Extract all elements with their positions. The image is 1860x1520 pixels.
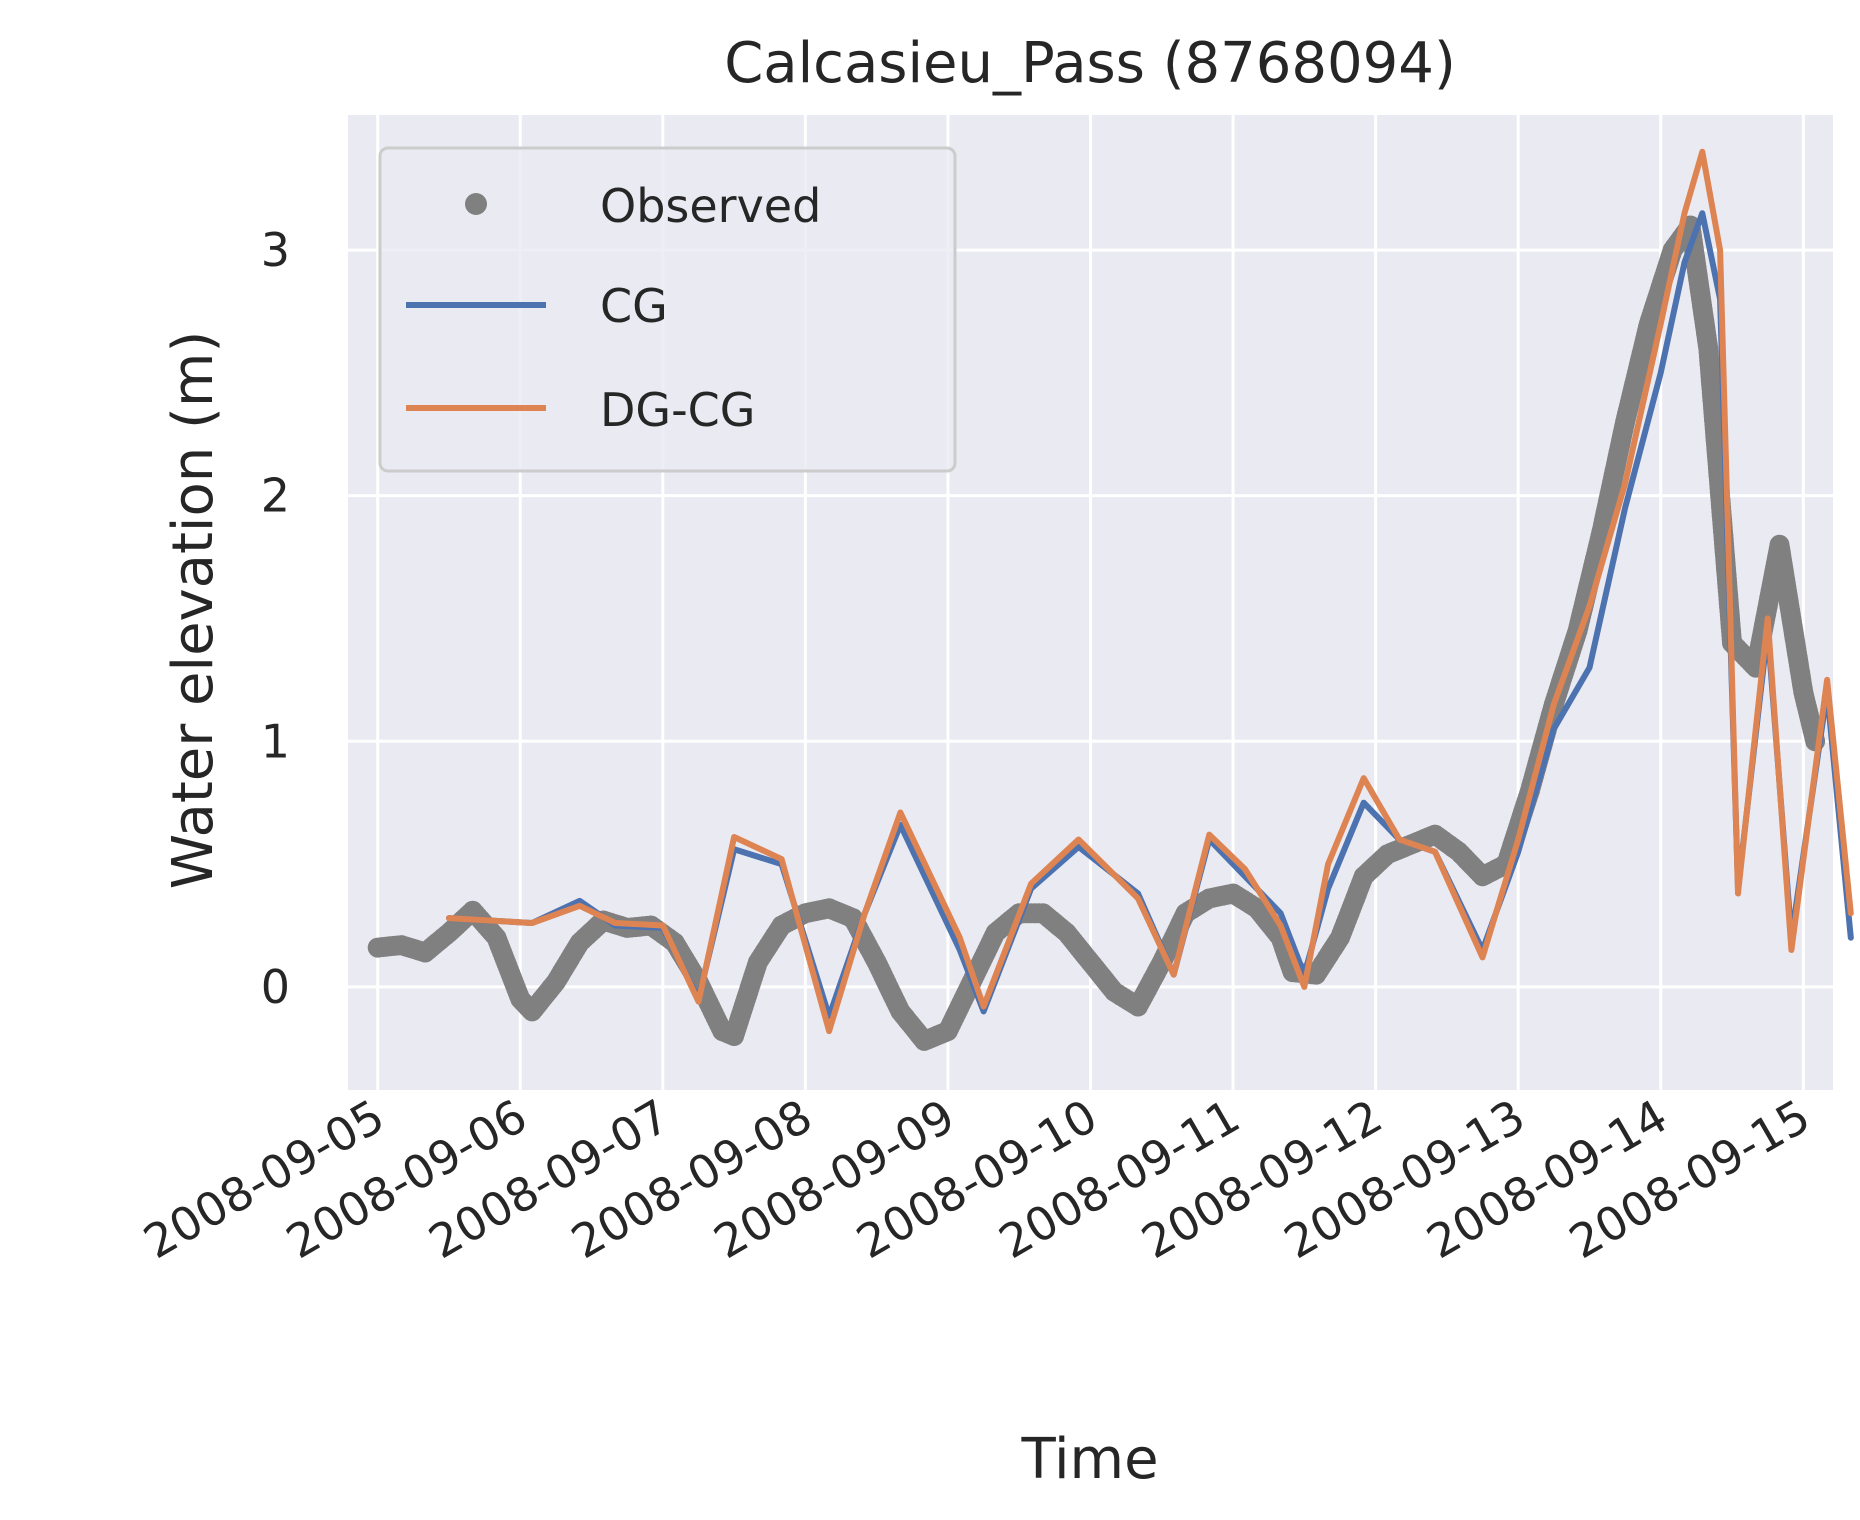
chart-title: Calcasieu_Pass (8768094)	[724, 31, 1456, 96]
cg-series-line	[446, 210, 1854, 1020]
y-tick-label-3: 3	[261, 223, 290, 277]
y-tick-label-2: 2	[261, 469, 290, 523]
legend-dgcg-label: DG-CG	[600, 383, 755, 437]
legend-box	[378, 146, 957, 473]
y-tick-label-0: 0	[261, 960, 290, 1014]
y-tick-label-1: 1	[261, 714, 290, 768]
legend: Observed CG DG-CG	[378, 146, 957, 473]
plot-marks	[367, 148, 1854, 1051]
legend-observed-label: Observed	[600, 179, 821, 233]
x-tick-labels: 2008-09-052008-09-062008-09-072008-09-08…	[135, 1089, 1819, 1269]
y-tick-labels: 0 1 2 3	[261, 223, 290, 1014]
x-axis-label: Time	[1020, 1427, 1158, 1492]
legend-observed-marker	[465, 193, 487, 215]
legend-cg-label: CG	[600, 279, 668, 333]
y-axis-label: Water elevation (m)	[161, 331, 226, 890]
dg-cg-series-line	[446, 148, 1854, 1035]
